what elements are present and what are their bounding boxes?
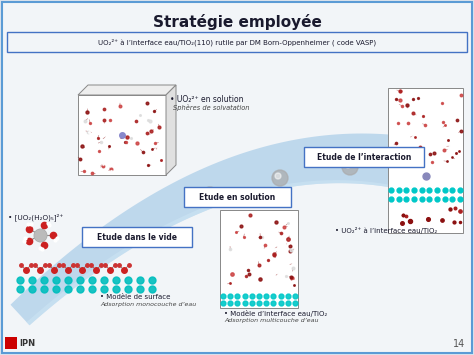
- Text: • UO₂²⁺ à l’interface eau/TiO₂: • UO₂²⁺ à l’interface eau/TiO₂: [335, 227, 437, 234]
- Text: UO₂²⁺ à l’interface eau/TiO₂(110) rutile par DM Born-Oppenheimer ( code VASP): UO₂²⁺ à l’interface eau/TiO₂(110) rutile…: [98, 38, 376, 46]
- FancyBboxPatch shape: [7, 32, 467, 52]
- Text: Adsorption multicouche d’eau: Adsorption multicouche d’eau: [224, 318, 319, 323]
- Circle shape: [342, 159, 358, 175]
- FancyBboxPatch shape: [82, 227, 192, 247]
- FancyBboxPatch shape: [78, 95, 166, 175]
- Text: Adsorption monocouche d’eau: Adsorption monocouche d’eau: [100, 302, 196, 307]
- Circle shape: [272, 170, 288, 186]
- Circle shape: [275, 173, 281, 179]
- Polygon shape: [166, 85, 176, 175]
- Text: • [UO₂(H₂O)₅]²⁺: • [UO₂(H₂O)₅]²⁺: [8, 213, 63, 221]
- Text: Etude en solution: Etude en solution: [200, 192, 275, 202]
- Polygon shape: [78, 85, 176, 95]
- Text: IPN: IPN: [19, 339, 35, 348]
- Circle shape: [345, 162, 351, 168]
- Text: • Modèle de surface: • Modèle de surface: [100, 294, 170, 300]
- Circle shape: [205, 190, 211, 196]
- Polygon shape: [10, 133, 437, 325]
- FancyBboxPatch shape: [388, 88, 463, 233]
- FancyBboxPatch shape: [304, 147, 424, 167]
- Text: Sphères de solvatation: Sphères de solvatation: [173, 104, 249, 111]
- Text: Etude de l’interaction: Etude de l’interaction: [317, 153, 411, 162]
- Text: • Modèle d’interface eau/TiO₂: • Modèle d’interface eau/TiO₂: [224, 310, 327, 317]
- Text: 14: 14: [453, 339, 465, 349]
- Text: • UO₂²⁺ en solution: • UO₂²⁺ en solution: [170, 95, 244, 104]
- FancyBboxPatch shape: [184, 187, 291, 207]
- FancyBboxPatch shape: [220, 210, 298, 308]
- Text: Etude dans le vide: Etude dans le vide: [97, 233, 177, 241]
- Circle shape: [202, 187, 218, 203]
- Text: Stratégie employée: Stratégie employée: [153, 14, 321, 30]
- FancyBboxPatch shape: [5, 337, 17, 349]
- Polygon shape: [27, 180, 424, 325]
